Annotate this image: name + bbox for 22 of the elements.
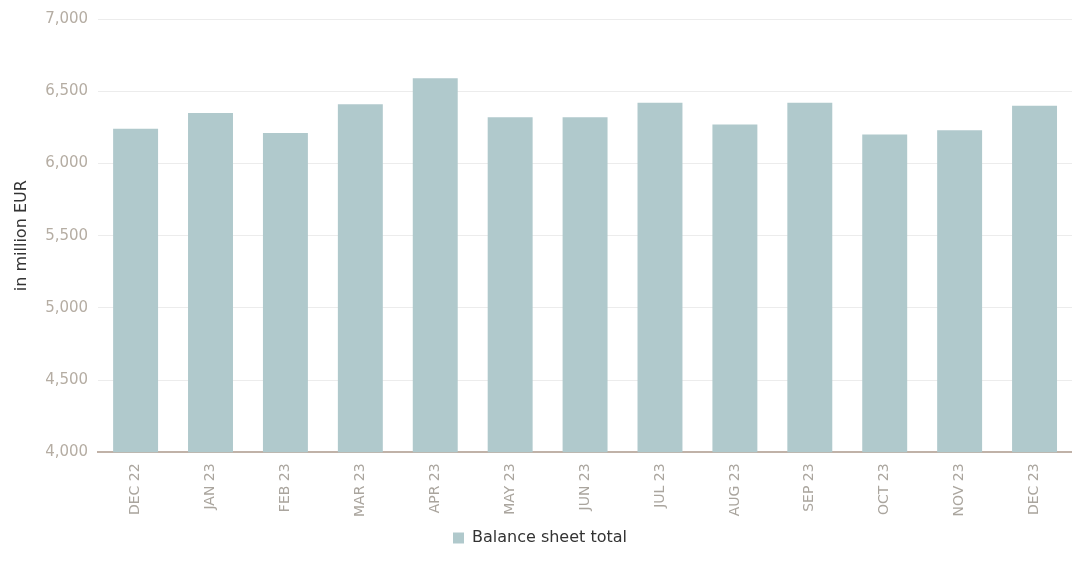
x-tick-label: MAY 23 — [500, 463, 517, 515]
y-axis-title: in million EUR — [10, 180, 30, 292]
legend-label: Balance sheet total — [472, 527, 628, 547]
y-tick-label: 4,500 — [45, 370, 89, 389]
x-tick-label: DEC 22 — [126, 463, 143, 516]
x-tick-label: AUG 23 — [725, 463, 742, 517]
x-tick-label: JUN 23 — [575, 463, 592, 512]
x-tick-label: APR 23 — [425, 463, 442, 514]
y-tick-label: 4,000 — [45, 442, 89, 461]
x-tick-label: JUL 23 — [650, 463, 667, 509]
y-tick-label: 5,500 — [45, 225, 89, 244]
x-tick-label: MAR 23 — [350, 463, 367, 518]
y-tick-label: 6,000 — [45, 153, 89, 172]
y-tick-label: 7,000 — [45, 8, 89, 27]
x-tick-label: JAN 23 — [201, 463, 218, 511]
x-tick-label: OCT 23 — [875, 463, 892, 515]
y-tick-label: 5,000 — [45, 297, 89, 316]
x-tick-label: DEC 23 — [1025, 463, 1042, 516]
x-tick-label: FEB 23 — [276, 463, 293, 513]
x-tick-label: SEP 23 — [800, 463, 817, 512]
y-tick-label: 6,500 — [45, 81, 89, 100]
x-tick-label: NOV 23 — [950, 463, 967, 517]
